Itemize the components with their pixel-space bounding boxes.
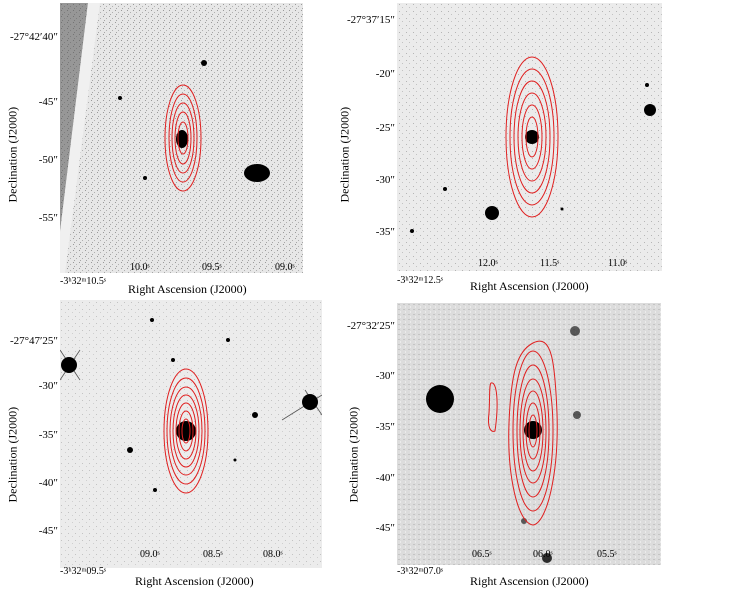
xtick: 06.0ˢ	[533, 549, 553, 560]
ytick: -30″	[375, 174, 395, 186]
xtick: 09.0ˢ	[140, 549, 160, 560]
x-axis-label: Right Ascension (J2000)	[135, 574, 254, 588]
ytick: -50″	[38, 154, 58, 166]
y-axis-label: Declination (J2000)	[346, 406, 361, 503]
image-panel-3	[60, 300, 322, 568]
ytick: -45″	[38, 525, 58, 537]
xtick: 11.0ˢ	[608, 258, 628, 269]
ytick: -40″	[38, 477, 58, 489]
ytick: -35″	[375, 421, 395, 433]
ytick: -27°32′25″	[346, 320, 395, 332]
y-axis-label: Declination (J2000)	[5, 406, 20, 503]
xtick-origin: -3ʰ32ᵐ12.5ˢ	[397, 275, 444, 286]
y-axis-label: Declination (J2000)	[5, 106, 20, 203]
x-axis-label: Right Ascension (J2000)	[128, 282, 247, 296]
x-axis-label: Right Ascension (J2000)	[470, 574, 589, 588]
ytick: -45″	[38, 96, 58, 108]
xtick: 05.5ˢ	[597, 549, 617, 560]
ytick: -35″	[375, 226, 395, 238]
xtick: 12.0ˢ	[478, 258, 498, 269]
ytick: -45″	[375, 522, 395, 534]
panel-1-graphic	[60, 3, 303, 273]
xtick: 09.0ˢ	[275, 262, 295, 273]
ytick: -30″	[38, 380, 58, 392]
y-axis-label: Declination (J2000)	[337, 106, 352, 203]
x-axis-label: Right Ascension (J2000)	[470, 279, 589, 293]
image-panel-1	[60, 3, 303, 273]
panel-4-graphic	[397, 303, 661, 565]
xtick: 08.5ˢ	[203, 549, 223, 560]
image-panel-4	[397, 303, 661, 565]
xtick: 11.5ˢ	[540, 258, 560, 269]
ytick: -27°47′25″	[9, 335, 58, 347]
ytick: -27°37′15″	[346, 14, 395, 26]
xtick: 06.5ˢ	[472, 549, 492, 560]
ytick: -27°42′40″	[9, 31, 58, 43]
ytick: -55″	[38, 212, 58, 224]
xtick-origin: -3ʰ32ᵐ10.5ˢ	[60, 276, 107, 287]
panel-3-graphic	[60, 300, 322, 568]
xtick: 09.5ˢ	[202, 262, 222, 273]
ytick: -40″	[375, 472, 395, 484]
xtick-origin: -3ʰ32ᵐ09.5ˢ	[60, 566, 107, 577]
image-panel-2	[397, 3, 662, 271]
ytick: -20″	[375, 68, 395, 80]
ytick: -35″	[38, 429, 58, 441]
xtick: 08.0ˢ	[263, 549, 283, 560]
ytick: -30″	[375, 370, 395, 382]
ytick: -25″	[375, 122, 395, 134]
xtick-origin: -3ʰ32ᵐ07.0ˢ	[397, 566, 444, 577]
xtick: 10.0ˢ	[130, 262, 150, 273]
panel-2-graphic	[397, 3, 662, 271]
